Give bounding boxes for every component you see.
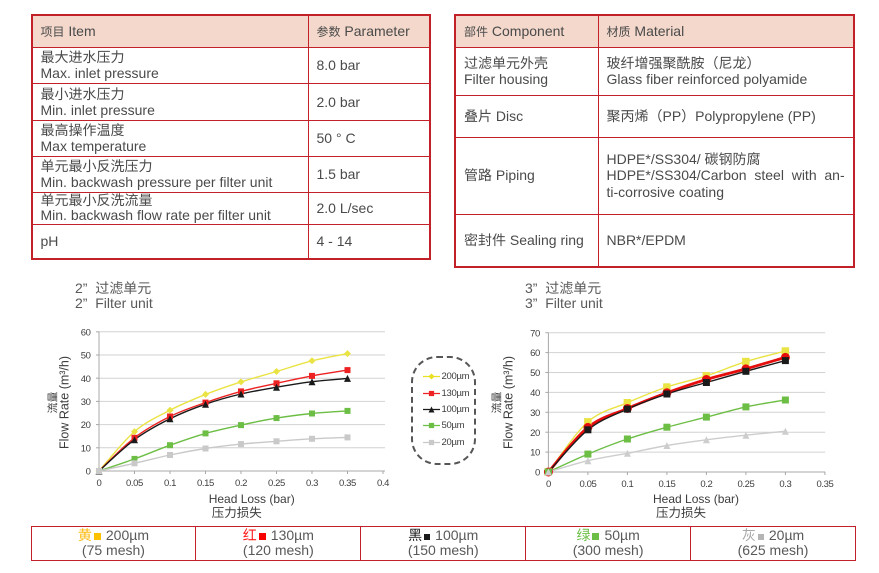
svg-text:0.1: 0.1 bbox=[164, 478, 176, 489]
svg-text:0.35: 0.35 bbox=[816, 479, 833, 490]
svg-text:60: 60 bbox=[530, 348, 540, 359]
svg-text:30: 30 bbox=[81, 397, 91, 408]
svg-text:0.3: 0.3 bbox=[779, 479, 791, 490]
svg-text:0.15: 0.15 bbox=[197, 478, 214, 489]
svg-text:0.2: 0.2 bbox=[235, 478, 247, 489]
svg-text:20: 20 bbox=[81, 420, 91, 431]
svg-text:0.1: 0.1 bbox=[621, 479, 633, 490]
svg-text:0.2: 0.2 bbox=[700, 479, 712, 490]
svg-text:40: 40 bbox=[81, 374, 91, 385]
svg-text:20: 20 bbox=[530, 428, 540, 439]
svg-text:0.05: 0.05 bbox=[579, 479, 596, 490]
svg-text:0: 0 bbox=[535, 468, 540, 479]
svg-text:30: 30 bbox=[530, 408, 540, 419]
svg-text:0: 0 bbox=[97, 478, 102, 489]
svg-text:50: 50 bbox=[530, 368, 540, 379]
svg-text:70: 70 bbox=[530, 328, 540, 339]
svg-text:0.25: 0.25 bbox=[737, 479, 754, 490]
svg-text:0.15: 0.15 bbox=[658, 479, 675, 490]
svg-text:0.3: 0.3 bbox=[306, 478, 318, 489]
svg-text:10: 10 bbox=[81, 443, 91, 454]
svg-text:0.35: 0.35 bbox=[339, 478, 356, 489]
svg-text:40: 40 bbox=[530, 388, 540, 399]
svg-text:0: 0 bbox=[86, 467, 91, 478]
svg-text:10: 10 bbox=[530, 448, 540, 459]
svg-text:0.25: 0.25 bbox=[268, 478, 285, 489]
svg-text:0.4: 0.4 bbox=[377, 478, 389, 489]
svg-text:50: 50 bbox=[81, 351, 91, 362]
svg-text:0.05: 0.05 bbox=[126, 478, 143, 489]
svg-text:0: 0 bbox=[546, 479, 551, 490]
svg-text:60: 60 bbox=[81, 327, 91, 338]
